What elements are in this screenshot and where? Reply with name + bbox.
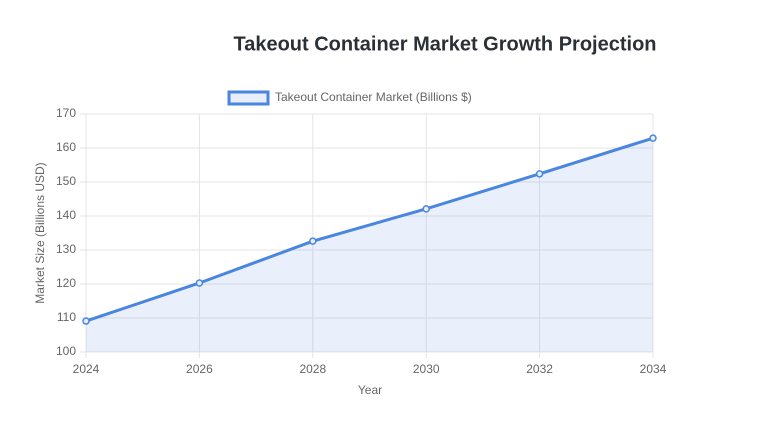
x-tick-label: 2030: [413, 362, 440, 376]
legend-label: Takeout Container Market (Billions $): [275, 90, 472, 104]
line: [85, 136, 654, 323]
x-axis-label: Year: [358, 383, 382, 397]
point: [535, 170, 544, 178]
x-tick-label: 2024: [73, 362, 100, 376]
y-tick-label: 150: [56, 174, 76, 188]
y-tick-label: 170: [56, 106, 76, 120]
point: [195, 279, 204, 287]
y-tick-label: 120: [56, 276, 76, 290]
x-tick-label: 2028: [299, 362, 326, 376]
point: [422, 205, 430, 213]
area: [86, 138, 653, 352]
y-tick-label: 100: [56, 344, 76, 358]
point: [309, 237, 317, 245]
y-tick-label: 140: [56, 208, 76, 222]
y-tick-label: 110: [57, 310, 76, 324]
y-tick-label: 130: [56, 242, 76, 256]
point: [82, 317, 90, 325]
y-tick-label: 160: [56, 140, 76, 154]
y-axis-label: Market Size (Billions USD): [33, 162, 47, 303]
x-tick-label: 2034: [640, 362, 667, 376]
x-tick-label: 2026: [186, 362, 213, 376]
legend-swatch: [227, 90, 270, 106]
point: [649, 134, 657, 142]
x-tick-label: 2032: [526, 362, 553, 376]
chart-title: Takeout Container Market Growth Projecti…: [233, 33, 656, 55]
